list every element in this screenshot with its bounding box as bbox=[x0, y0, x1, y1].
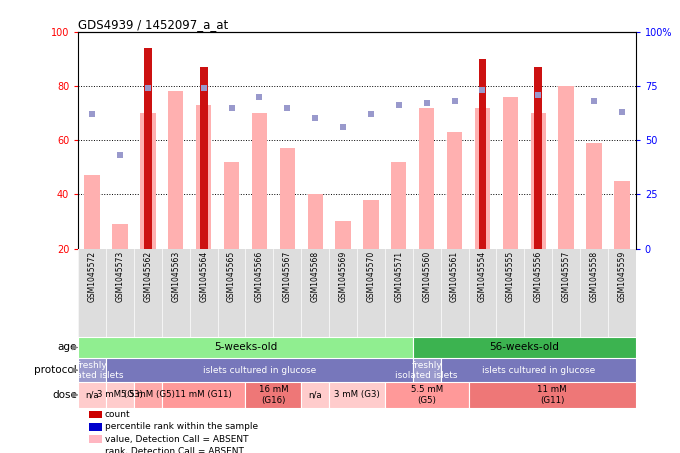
Bar bbox=[112, 224, 128, 249]
Text: GSM1045565: GSM1045565 bbox=[227, 251, 236, 303]
Text: GSM1045573: GSM1045573 bbox=[116, 251, 124, 303]
Text: 5.5 mM (G5): 5.5 mM (G5) bbox=[121, 390, 175, 400]
Bar bbox=[245, 382, 301, 408]
Text: freshly
isolated islets: freshly isolated islets bbox=[396, 361, 458, 380]
Bar bbox=[279, 148, 295, 249]
Text: islets cultured in glucose: islets cultured in glucose bbox=[203, 366, 316, 375]
Bar bbox=[503, 97, 518, 249]
Bar bbox=[89, 448, 101, 453]
Text: 5-weeks-old: 5-weeks-old bbox=[214, 342, 277, 352]
Bar bbox=[168, 92, 184, 249]
Text: age: age bbox=[57, 342, 77, 352]
Text: GSM1045566: GSM1045566 bbox=[255, 251, 264, 303]
Text: GSM1045555: GSM1045555 bbox=[506, 251, 515, 303]
Text: 11 mM (G11): 11 mM (G11) bbox=[175, 390, 232, 400]
Text: freshly
isolated islets: freshly isolated islets bbox=[61, 361, 123, 380]
Text: 3 mM (G3): 3 mM (G3) bbox=[334, 390, 380, 400]
Text: 56-weeks-old: 56-weeks-old bbox=[490, 342, 559, 352]
Bar bbox=[307, 194, 323, 249]
Bar bbox=[252, 113, 267, 249]
Bar bbox=[475, 108, 490, 249]
Text: percentile rank within the sample: percentile rank within the sample bbox=[105, 422, 258, 431]
Bar bbox=[78, 358, 106, 382]
Bar bbox=[106, 358, 413, 382]
Text: 5.5 mM
(G5): 5.5 mM (G5) bbox=[411, 385, 443, 405]
Text: GSM1045554: GSM1045554 bbox=[478, 251, 487, 303]
Bar bbox=[106, 382, 134, 408]
Bar bbox=[200, 67, 207, 249]
Text: GSM1045560: GSM1045560 bbox=[422, 251, 431, 303]
Bar bbox=[413, 337, 636, 358]
Bar bbox=[162, 382, 245, 408]
Bar bbox=[419, 108, 435, 249]
Bar bbox=[78, 337, 413, 358]
Bar bbox=[385, 382, 469, 408]
Text: GSM1045558: GSM1045558 bbox=[590, 251, 598, 302]
Text: GSM1045569: GSM1045569 bbox=[339, 251, 347, 303]
Text: GSM1045562: GSM1045562 bbox=[143, 251, 152, 302]
Bar bbox=[224, 162, 239, 249]
Text: value, Detection Call = ABSENT: value, Detection Call = ABSENT bbox=[105, 434, 248, 443]
Text: 16 mM
(G16): 16 mM (G16) bbox=[258, 385, 288, 405]
Text: n/a: n/a bbox=[308, 390, 322, 400]
Bar bbox=[140, 113, 156, 249]
Text: GSM1045561: GSM1045561 bbox=[450, 251, 459, 302]
Text: 3 mM (G3): 3 mM (G3) bbox=[97, 390, 143, 400]
Bar bbox=[558, 86, 574, 249]
Bar bbox=[335, 222, 351, 249]
Text: islets cultured in glucose: islets cultured in glucose bbox=[481, 366, 595, 375]
Text: n/a: n/a bbox=[85, 390, 99, 400]
Text: GSM1045559: GSM1045559 bbox=[617, 251, 626, 303]
Text: dose: dose bbox=[52, 390, 77, 400]
Bar bbox=[479, 59, 486, 249]
Text: GSM1045563: GSM1045563 bbox=[171, 251, 180, 303]
Text: GSM1045568: GSM1045568 bbox=[311, 251, 320, 302]
Bar bbox=[469, 382, 636, 408]
Bar bbox=[89, 411, 101, 419]
Bar bbox=[614, 181, 630, 249]
Bar bbox=[144, 48, 152, 249]
Bar bbox=[301, 382, 329, 408]
Text: GSM1045570: GSM1045570 bbox=[367, 251, 375, 303]
Bar bbox=[89, 435, 101, 443]
Bar bbox=[134, 382, 162, 408]
Bar bbox=[329, 382, 385, 408]
Bar bbox=[363, 200, 379, 249]
Text: rank, Detection Call = ABSENT: rank, Detection Call = ABSENT bbox=[105, 447, 244, 453]
Text: GSM1045564: GSM1045564 bbox=[199, 251, 208, 303]
Bar bbox=[196, 105, 211, 249]
Text: GSM1045572: GSM1045572 bbox=[88, 251, 97, 302]
Bar bbox=[530, 113, 546, 249]
Bar bbox=[534, 67, 542, 249]
Bar bbox=[78, 382, 106, 408]
Bar bbox=[447, 132, 462, 249]
Text: count: count bbox=[105, 410, 131, 419]
Text: 11 mM
(G11): 11 mM (G11) bbox=[537, 385, 567, 405]
Bar bbox=[391, 162, 407, 249]
Bar bbox=[84, 175, 100, 249]
Text: GSM1045556: GSM1045556 bbox=[534, 251, 543, 303]
Bar bbox=[441, 358, 636, 382]
Bar bbox=[413, 358, 441, 382]
Text: GSM1045571: GSM1045571 bbox=[394, 251, 403, 302]
Bar bbox=[586, 143, 602, 249]
Text: GDS4939 / 1452097_a_at: GDS4939 / 1452097_a_at bbox=[78, 18, 228, 30]
Text: GSM1045557: GSM1045557 bbox=[562, 251, 571, 303]
Text: GSM1045567: GSM1045567 bbox=[283, 251, 292, 303]
Text: protocol: protocol bbox=[34, 365, 77, 375]
Bar bbox=[89, 423, 101, 431]
